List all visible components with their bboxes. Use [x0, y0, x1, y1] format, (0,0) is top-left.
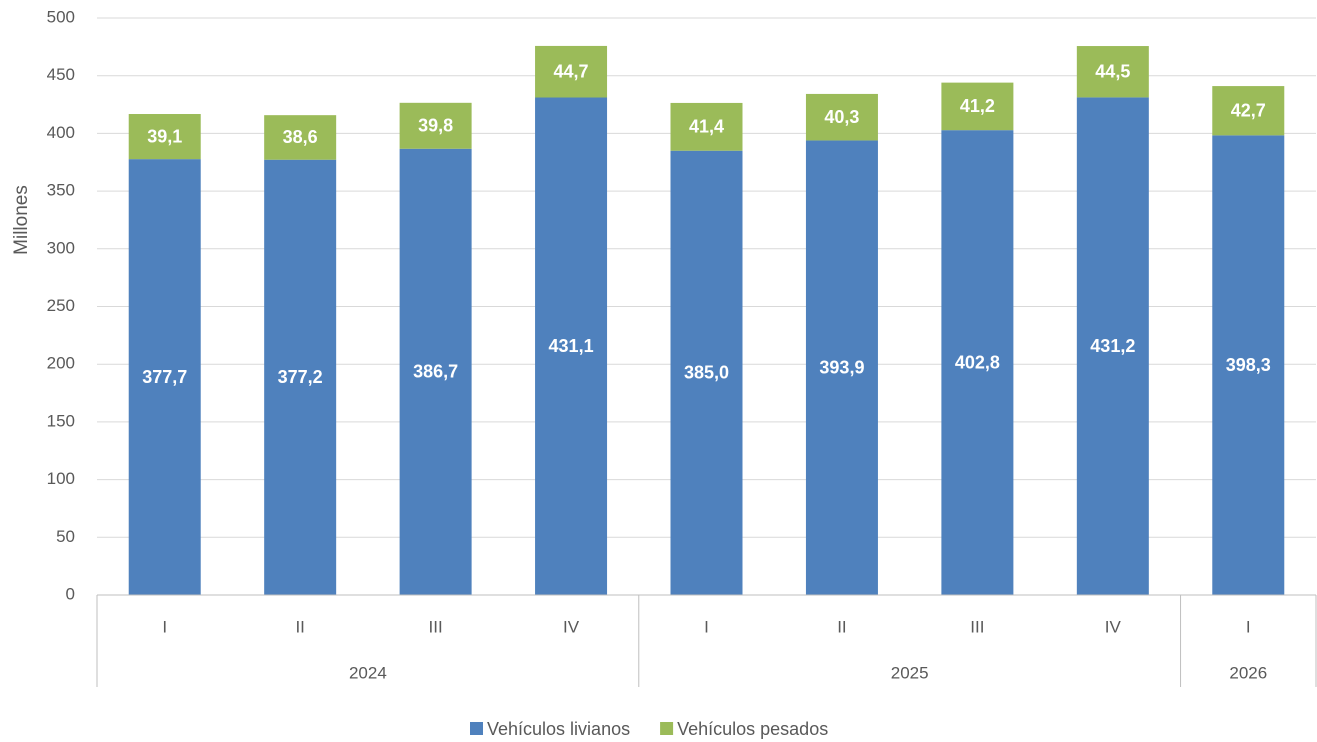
y-tick-label: 350 [47, 181, 75, 200]
bar-segment [670, 102, 743, 151]
value-label: 39,8 [418, 116, 453, 136]
legend-swatch [470, 722, 483, 735]
bar-segment [399, 102, 472, 149]
bar-segment [399, 148, 472, 595]
value-label: 41,2 [960, 96, 995, 116]
x-tick-label: III [970, 617, 984, 636]
bar-segment [805, 93, 878, 141]
x-tick-label: I [704, 617, 709, 636]
x-tick-label: I [162, 617, 167, 636]
value-label: 377,2 [278, 367, 323, 387]
bar-segment [535, 45, 608, 98]
group-label: 2024 [349, 663, 387, 682]
value-label: 40,3 [824, 107, 859, 127]
x-tick-label: IV [563, 617, 580, 636]
bar-segment [264, 159, 337, 596]
value-label: 386,7 [413, 362, 458, 382]
value-label: 402,8 [955, 352, 1000, 372]
x-tick-label: II [295, 617, 304, 636]
bar-segment [128, 159, 201, 595]
value-label: 377,7 [142, 367, 187, 387]
y-tick-label: 450 [47, 65, 75, 84]
legend-label: Vehículos livianos [487, 719, 630, 739]
y-tick-label: 500 [47, 7, 75, 26]
y-axis-label: Millones [11, 185, 32, 255]
value-label: 41,4 [689, 117, 724, 137]
bar-segment [1212, 86, 1285, 136]
value-label: 398,3 [1226, 355, 1271, 375]
y-tick-label: 200 [47, 354, 75, 373]
value-label: 431,2 [1090, 336, 1135, 356]
value-label: 38,6 [283, 127, 318, 147]
legend-label: Vehículos pesados [677, 719, 828, 739]
value-label: 39,1 [147, 126, 182, 146]
bar-segment [1076, 46, 1149, 98]
y-tick-label: 100 [47, 469, 75, 488]
y-tick-label: 150 [47, 411, 75, 430]
bar-segment [1212, 135, 1285, 595]
y-tick-label: 300 [47, 238, 75, 257]
value-label: 385,0 [684, 363, 729, 383]
bar-segment [1076, 97, 1149, 595]
bar-segment [128, 114, 201, 160]
x-tick-label: III [429, 617, 443, 636]
y-tick-label: 400 [47, 123, 75, 142]
value-label: 44,7 [554, 61, 589, 81]
value-label: 393,9 [819, 357, 864, 377]
bar-segment [941, 130, 1014, 595]
value-label: 42,7 [1231, 100, 1266, 120]
y-tick-label: 250 [47, 296, 75, 315]
value-label: 431,1 [549, 336, 594, 356]
y-tick-label: 0 [66, 584, 75, 603]
bar-segment [535, 97, 608, 596]
group-label: 2026 [1229, 663, 1267, 682]
x-tick-label: II [837, 617, 846, 636]
x-tick-label: IV [1105, 617, 1122, 636]
value-label: 44,5 [1095, 61, 1130, 81]
bar-segment [670, 150, 743, 595]
bar-segment [264, 115, 337, 160]
legend-swatch [660, 722, 674, 735]
bar-segment [805, 140, 878, 596]
x-tick-label: I [1246, 617, 1251, 636]
y-tick-label: 50 [56, 527, 75, 546]
bar-segment [941, 82, 1014, 131]
group-label: 2025 [891, 663, 929, 682]
